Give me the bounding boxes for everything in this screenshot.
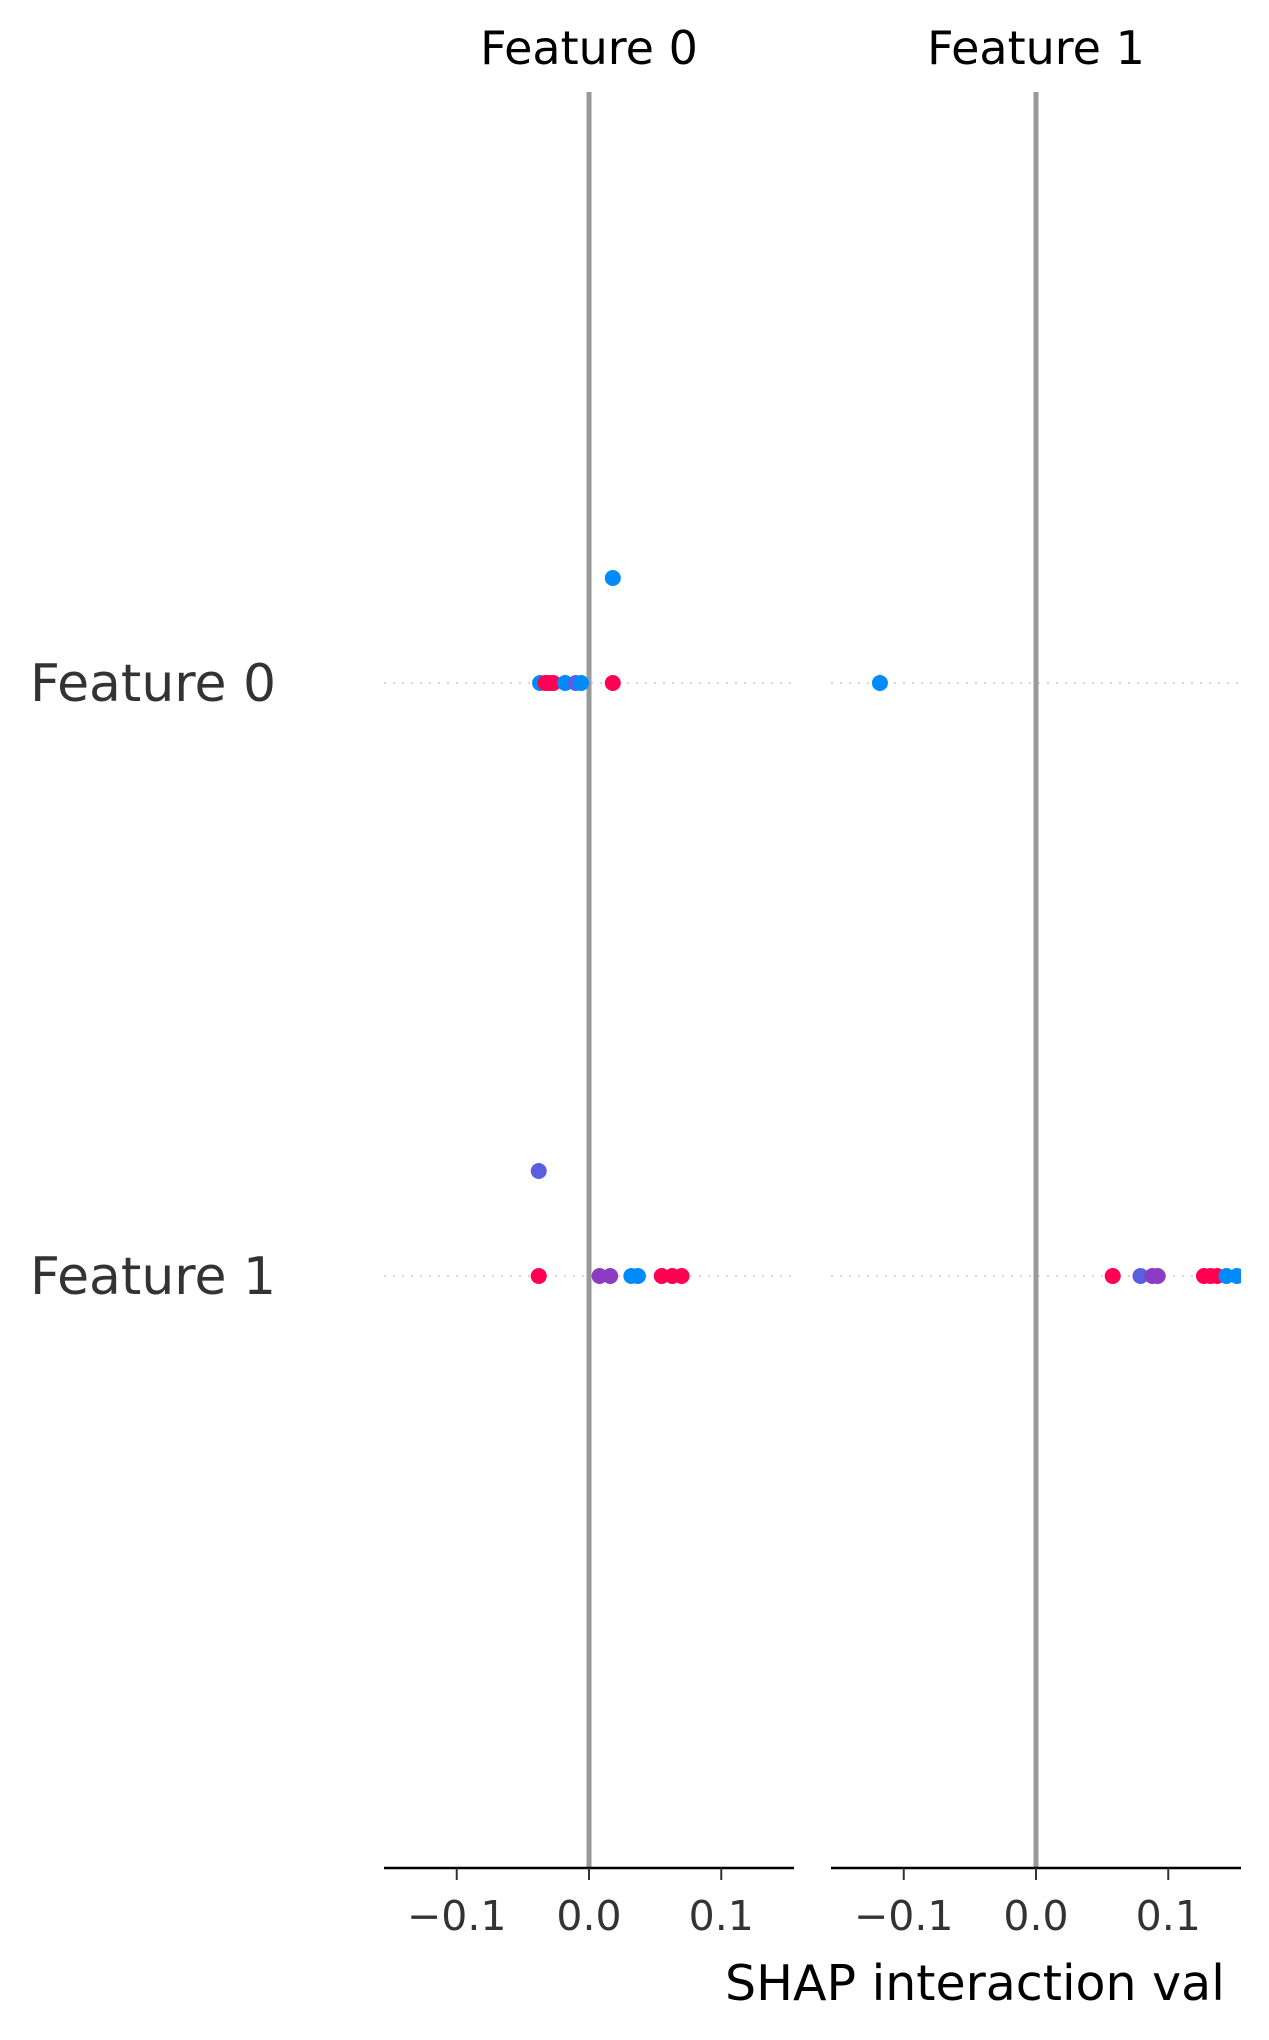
data-point (673, 1268, 690, 1284)
data-point (1229, 1268, 1241, 1284)
panel-points (871, 675, 1241, 1284)
x-tick-label: 0.0 (1003, 1892, 1068, 1940)
data-point (1104, 1268, 1121, 1284)
x-tick-label: 0.1 (1136, 1892, 1201, 1940)
data-point (545, 675, 562, 691)
x-tick-label: 0.1 (689, 1892, 754, 1940)
x-axis-label: SHAP interaction val (725, 1955, 1225, 2012)
data-point (1132, 1268, 1149, 1284)
row-feature-label: Feature 1 (30, 1247, 276, 1307)
data-point (871, 675, 888, 691)
data-point (530, 1268, 547, 1284)
x-tick-label: 0.0 (556, 1892, 621, 1940)
x-tick-label: −0.1 (854, 1892, 954, 1940)
data-point (573, 675, 590, 691)
data-point (602, 1268, 619, 1284)
data-point (530, 1163, 547, 1179)
panel-points (530, 570, 690, 1284)
data-point (604, 570, 621, 586)
row-feature-label: Feature 0 (30, 654, 276, 714)
data-point (1149, 1268, 1166, 1284)
panel-title: Feature 0 (480, 21, 698, 75)
panel-title: Feature 1 (927, 21, 1145, 75)
data-point (629, 1268, 646, 1284)
x-tick-label: −0.1 (407, 1892, 507, 1940)
data-point (604, 675, 621, 691)
